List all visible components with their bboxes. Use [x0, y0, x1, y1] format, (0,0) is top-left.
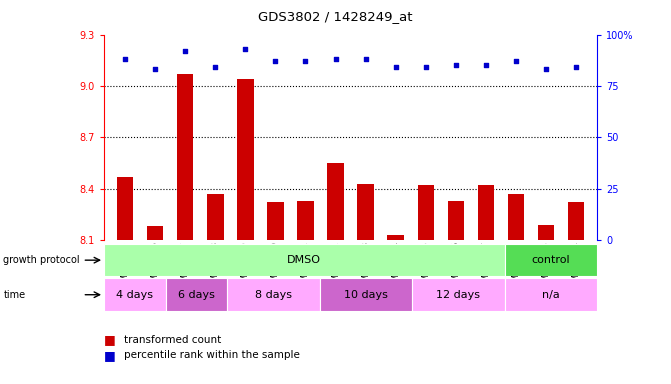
Bar	[505, 278, 597, 311]
Bar	[412, 278, 505, 311]
Text: ■: ■	[104, 349, 116, 362]
Point	[150, 66, 160, 73]
Text: 10 days: 10 days	[344, 290, 388, 300]
Point	[240, 46, 251, 52]
Bar	[358, 184, 374, 240]
Bar	[478, 185, 495, 240]
Text: GDS3802 / 1428249_at: GDS3802 / 1428249_at	[258, 10, 413, 23]
Point	[330, 56, 341, 62]
Point	[450, 62, 461, 68]
Bar	[537, 225, 554, 240]
Bar	[320, 278, 412, 311]
Text: DMSO: DMSO	[287, 255, 321, 265]
Point	[210, 65, 221, 71]
Text: 6 days: 6 days	[178, 290, 215, 300]
Bar	[505, 244, 597, 276]
Point	[300, 58, 311, 65]
Point	[119, 56, 130, 62]
Point	[270, 58, 280, 65]
Bar	[177, 74, 193, 240]
Point	[421, 65, 431, 71]
Point	[541, 66, 552, 73]
Point	[391, 65, 401, 71]
Bar	[448, 200, 464, 240]
Point	[480, 62, 491, 68]
Text: growth protocol: growth protocol	[3, 255, 80, 265]
Point	[180, 48, 191, 54]
Bar	[417, 185, 434, 240]
Bar	[117, 177, 134, 240]
Point	[360, 56, 371, 62]
Text: 8 days: 8 days	[255, 290, 292, 300]
Text: n/a: n/a	[542, 290, 560, 300]
Bar	[297, 200, 314, 240]
Text: ■: ■	[104, 333, 116, 346]
Bar	[327, 163, 344, 240]
Bar	[568, 202, 584, 240]
Text: transformed count: transformed count	[124, 335, 221, 345]
Bar	[237, 79, 254, 240]
Text: 4 days: 4 days	[116, 290, 154, 300]
Text: percentile rank within the sample: percentile rank within the sample	[124, 350, 300, 360]
Point	[571, 65, 582, 71]
Bar	[267, 202, 284, 240]
Text: time: time	[3, 290, 25, 300]
Bar	[166, 278, 227, 311]
Bar	[508, 194, 524, 240]
Point	[511, 58, 521, 65]
Bar	[147, 226, 164, 240]
Bar	[227, 278, 320, 311]
Text: control: control	[531, 255, 570, 265]
Text: 12 days: 12 days	[436, 290, 480, 300]
Bar	[207, 194, 223, 240]
Bar	[387, 235, 404, 240]
Bar	[104, 278, 166, 311]
Bar	[104, 244, 505, 276]
